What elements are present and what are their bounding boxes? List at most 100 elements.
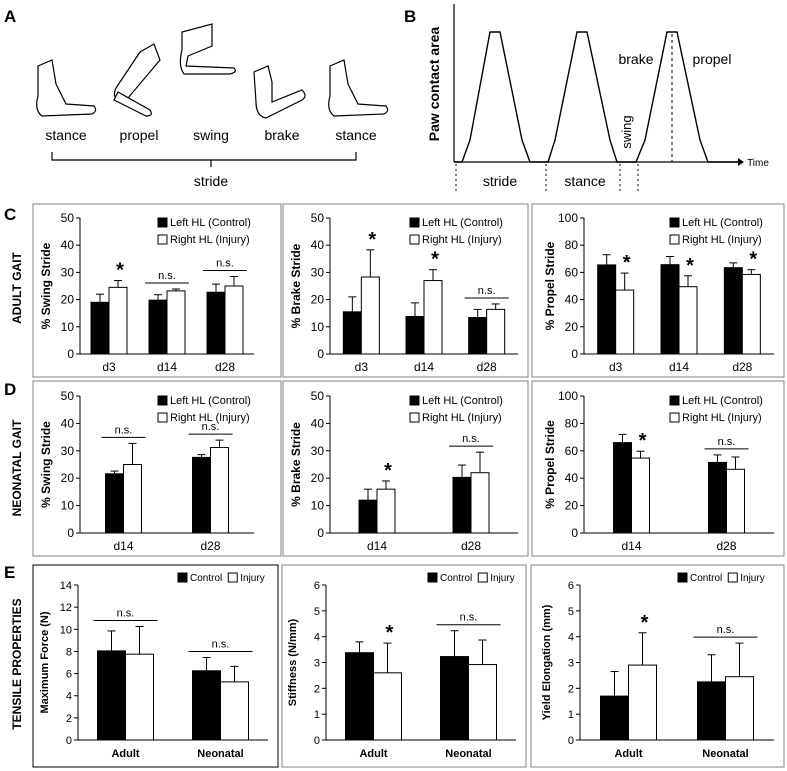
y-tick-label: 50 bbox=[311, 389, 325, 403]
y-tick-label: 20 bbox=[61, 293, 75, 307]
y-tick-label: 20 bbox=[61, 471, 75, 485]
x-tick-label: d28 bbox=[200, 539, 220, 553]
y-tick-label: 1 bbox=[568, 709, 574, 721]
label-brake: brake bbox=[618, 51, 653, 67]
legend-swatch-injury bbox=[157, 412, 168, 423]
significance-star: * bbox=[431, 249, 439, 271]
y-tick-label: 20 bbox=[565, 320, 579, 334]
ns-label: n.s. bbox=[115, 424, 133, 436]
y-tick-label: 80 bbox=[565, 238, 579, 252]
bar-injury bbox=[224, 285, 244, 355]
legend-label-control: Control bbox=[440, 573, 472, 584]
legend-swatch-injury bbox=[727, 572, 738, 583]
bar-injury bbox=[678, 286, 698, 355]
bar-control bbox=[206, 291, 226, 355]
legend-label-injury: Right HL (Injury) bbox=[170, 412, 250, 424]
y-tick-label: 60 bbox=[565, 265, 579, 279]
panel-b: B Paw contact area Time brake propel swi… bbox=[404, 4, 769, 194]
x-tick-label: Neonatal bbox=[197, 748, 243, 760]
chart-adult-propel: 0 20 40 60 80 100 % Propel Stride Left HL (Cont… bbox=[531, 203, 785, 378]
bar-injury bbox=[486, 308, 506, 355]
y-axis-label: Maximum Force (N) bbox=[39, 611, 51, 713]
y-tick-label: 40 bbox=[311, 238, 325, 252]
x-tick-label: d14 bbox=[621, 539, 641, 553]
legend-label-injury: Injury bbox=[240, 573, 264, 584]
y-tick-label: 8 bbox=[66, 646, 72, 658]
legend-label-control: Left HL (Control) bbox=[682, 395, 763, 407]
bar-injury bbox=[220, 681, 249, 741]
ns-label: n.s. bbox=[117, 608, 135, 620]
legend-label-control: Left HL (Control) bbox=[422, 217, 503, 229]
bar-control bbox=[97, 650, 126, 741]
legend-label-injury: Right HL (Injury) bbox=[170, 234, 250, 246]
label-propel: propel bbox=[693, 51, 732, 67]
y-tick-label: 0 bbox=[568, 735, 574, 747]
bar-control bbox=[192, 456, 211, 534]
bar-injury bbox=[123, 464, 142, 534]
legend-label-injury: Right HL (Injury) bbox=[682, 234, 762, 246]
y-axis-label: % Swing Stride bbox=[39, 242, 53, 329]
ns-label: n.s. bbox=[158, 270, 176, 282]
bar-injury bbox=[726, 468, 745, 534]
y-tick-label: 20 bbox=[311, 293, 325, 307]
bar-injury bbox=[108, 286, 128, 355]
bar-injury bbox=[628, 664, 657, 741]
y-tick-label: 20 bbox=[311, 471, 325, 485]
x-tick-label: d3 bbox=[609, 360, 623, 374]
bar-injury bbox=[615, 289, 635, 355]
bar-injury bbox=[210, 447, 229, 534]
paw-stance-1-icon bbox=[36, 59, 97, 117]
y-tick-label: 10 bbox=[61, 320, 75, 334]
legend-swatch-injury bbox=[669, 234, 680, 245]
stride-brace-label: stride bbox=[194, 173, 228, 189]
y-tick-label: 50 bbox=[61, 211, 75, 225]
y-axis-label: Yield Elongation (mm) bbox=[541, 604, 553, 720]
bar-control bbox=[660, 264, 680, 355]
stride-brace bbox=[51, 152, 357, 167]
y-tick-label: 4 bbox=[568, 632, 574, 644]
legend-swatch-injury bbox=[227, 572, 238, 583]
panel-b-xlabel: Time bbox=[747, 158, 769, 169]
ns-label: n.s. bbox=[718, 436, 736, 448]
bar-control bbox=[342, 311, 362, 355]
x-tick-label: d14 bbox=[414, 360, 434, 374]
y-tick-label: 0 bbox=[314, 735, 320, 747]
panel-e-letter: E bbox=[4, 563, 15, 582]
bar-injury bbox=[423, 280, 443, 355]
bar-control bbox=[597, 264, 617, 355]
y-tick-label: 2 bbox=[568, 683, 574, 695]
y-tick-label: 30 bbox=[311, 444, 325, 458]
significance-star: * bbox=[384, 460, 392, 482]
legend-label-control: Left HL (Control) bbox=[170, 395, 251, 407]
y-tick-label: 2 bbox=[66, 713, 72, 725]
y-axis-label: % Brake Stride bbox=[289, 243, 303, 328]
bar-control bbox=[468, 317, 488, 355]
y-tick-label: 50 bbox=[61, 389, 75, 403]
chart-neonatal-swing: 0 10 20 30 40 50 % Swing Stride Left HL (Contro… bbox=[32, 380, 282, 557]
chart-frame bbox=[282, 203, 529, 378]
y-tick-label: 100 bbox=[558, 389, 578, 403]
legend-swatch-injury bbox=[409, 234, 420, 245]
paw-brake-icon bbox=[253, 65, 306, 119]
bar-control bbox=[613, 442, 632, 534]
significance-star: * bbox=[368, 229, 376, 251]
x-tick-label: d28 bbox=[716, 539, 736, 553]
y-tick-label: 2 bbox=[314, 683, 320, 695]
x-tick-label: Neonatal bbox=[702, 748, 748, 760]
x-tick-label: Adult bbox=[614, 748, 642, 760]
x-tick-label: d3 bbox=[102, 360, 116, 374]
y-tick-label: 14 bbox=[60, 580, 72, 592]
panel-d-letter: D bbox=[4, 380, 16, 399]
chart-adult-brake: 0 10 20 30 40 50 % Brake Stride Left HL (Contro… bbox=[282, 203, 529, 378]
phase-label-stance-2: stance bbox=[335, 127, 376, 143]
x-tick-label: d3 bbox=[355, 360, 369, 374]
y-tick-label: 0 bbox=[571, 526, 578, 540]
bar-injury bbox=[468, 664, 497, 741]
y-axis-label: Stiffness (N/mm) bbox=[287, 618, 299, 706]
y-tick-label: 10 bbox=[311, 320, 325, 334]
y-axis-label: % Swing Stride bbox=[39, 421, 53, 508]
y-tick-label: 0 bbox=[66, 735, 72, 747]
chart-frame bbox=[32, 380, 282, 557]
y-tick-label: 30 bbox=[61, 265, 75, 279]
